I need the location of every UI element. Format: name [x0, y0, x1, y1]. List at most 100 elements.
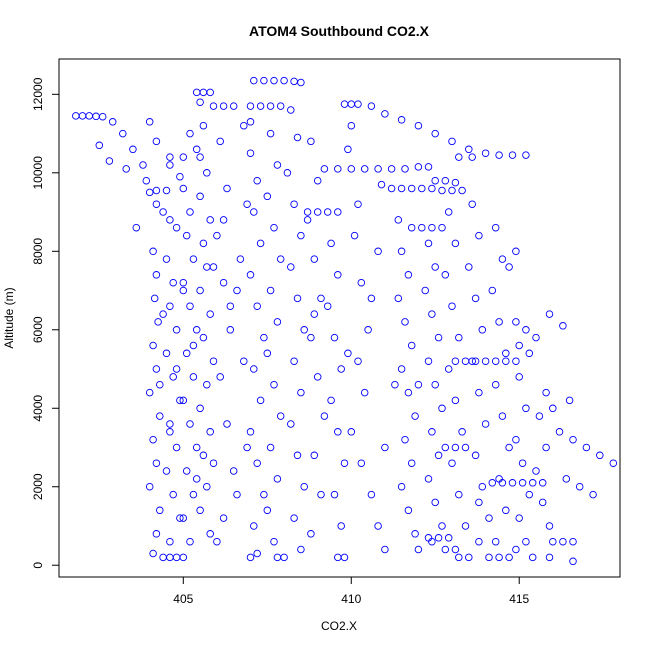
data-point: [273, 553, 282, 562]
data-point: [206, 428, 214, 436]
data-point: [377, 180, 386, 189]
data-point: [260, 333, 268, 342]
data-point: [206, 216, 214, 224]
data-point: [243, 443, 251, 452]
data-point: [313, 373, 322, 381]
data-point: [250, 522, 258, 530]
data-point: [203, 263, 211, 271]
data-point: [522, 537, 530, 546]
data-point: [444, 365, 453, 373]
data-point: [468, 200, 476, 208]
x-tick-label: 410: [341, 592, 361, 606]
data-point: [156, 412, 164, 420]
plot-frame: [58, 58, 621, 578]
data-point: [246, 102, 255, 110]
data-point: [98, 112, 107, 121]
data-point: [226, 326, 235, 334]
data-point: [196, 153, 204, 161]
points-layer: [72, 76, 618, 566]
data-point: [182, 349, 191, 358]
data-point: [495, 318, 503, 326]
y-axis: 0 2000 4000 6000 8000 10000 12000: [31, 77, 60, 569]
data-point: [394, 216, 403, 224]
data-point: [424, 357, 433, 365]
data-point: [438, 522, 446, 530]
data-point: [199, 88, 208, 97]
data-point: [491, 357, 500, 365]
data-point: [189, 255, 198, 263]
data-point: [391, 380, 399, 389]
data-point: [525, 349, 534, 358]
x-tick-label: 405: [173, 592, 193, 606]
data-point: [263, 192, 272, 201]
data-point: [407, 184, 416, 193]
x-axis: 405 410 415: [173, 576, 530, 606]
data-point: [562, 475, 571, 483]
data-point: [414, 163, 423, 171]
data-point: [565, 396, 574, 405]
data-point: [229, 102, 238, 110]
data-point: [528, 479, 537, 487]
data-point: [461, 357, 470, 365]
data-point: [216, 373, 224, 381]
data-point: [491, 380, 500, 389]
data-point: [374, 165, 382, 173]
data-point: [330, 333, 339, 342]
data-point: [196, 98, 204, 106]
data-point: [549, 537, 557, 546]
data-point: [367, 294, 376, 303]
data-point: [240, 121, 248, 130]
data-point: [354, 100, 362, 108]
data-point: [518, 459, 527, 467]
data-point: [290, 200, 298, 208]
data-point: [263, 349, 272, 358]
data-point: [431, 263, 439, 271]
data-point: [434, 451, 443, 460]
y-axis-label: Altitude (m): [2, 287, 16, 348]
y-tick-label: 10000: [31, 156, 45, 190]
data-point: [334, 553, 342, 562]
data-point: [240, 357, 248, 365]
data-point: [397, 247, 406, 256]
data-point: [199, 333, 208, 342]
data-point: [219, 216, 228, 224]
data-point: [152, 186, 161, 195]
data-point: [266, 129, 275, 138]
data-point: [512, 435, 520, 444]
data-point: [166, 161, 174, 169]
data-point: [414, 380, 423, 389]
data-point: [491, 223, 500, 232]
data-point: [441, 545, 450, 554]
data-point: [310, 310, 319, 318]
data-point: [145, 388, 154, 397]
data-point: [186, 302, 194, 310]
data-point: [273, 475, 282, 483]
data-point: [260, 76, 268, 85]
data-point: [424, 239, 433, 248]
data-point: [300, 482, 308, 491]
data-point: [505, 263, 513, 271]
data-point: [280, 553, 288, 562]
data-point: [149, 247, 157, 256]
data-point: [522, 404, 530, 413]
data-point: [491, 537, 500, 546]
data-point: [162, 255, 171, 263]
data-point: [320, 165, 329, 173]
data-point: [226, 302, 235, 310]
data-point: [108, 118, 117, 126]
data-point: [159, 553, 167, 562]
data-point: [159, 208, 167, 216]
data-point: [182, 231, 191, 240]
data-point: [508, 151, 517, 159]
data-point: [387, 165, 396, 173]
data-point: [196, 192, 204, 201]
data-point: [330, 490, 339, 499]
data-point: [307, 137, 315, 146]
data-point: [246, 149, 255, 157]
data-point: [182, 467, 191, 475]
data-point: [549, 404, 557, 413]
data-point: [495, 151, 503, 159]
data-point: [508, 479, 517, 487]
data-point: [522, 151, 530, 159]
data-point: [287, 263, 295, 271]
